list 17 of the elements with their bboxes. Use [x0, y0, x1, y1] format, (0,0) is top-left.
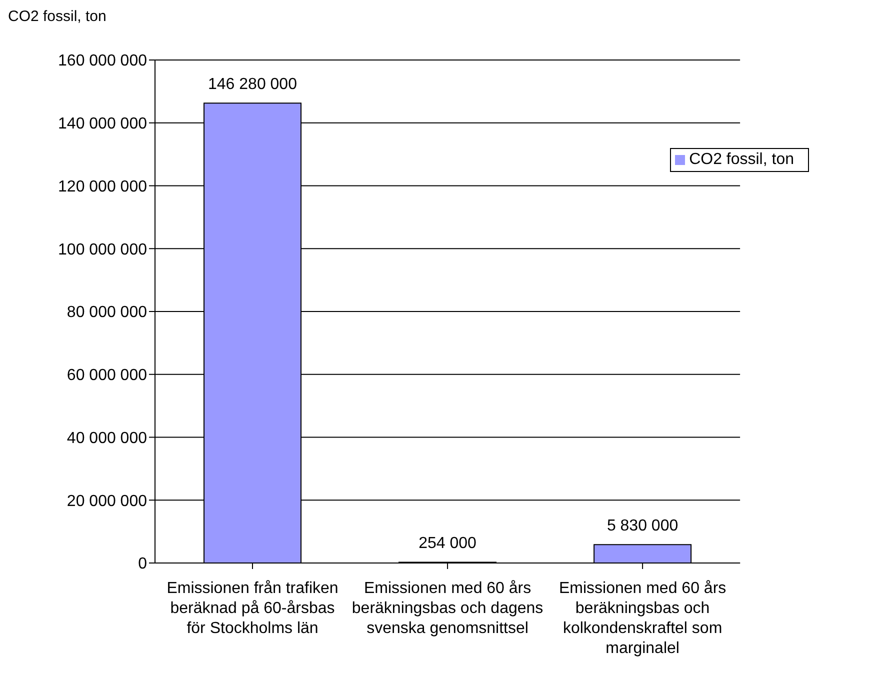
- y-axis-title: CO2 fossil, ton: [8, 8, 106, 25]
- y-tick-label: 140 000 000: [58, 116, 148, 133]
- y-tick-label: 60 000 000: [66, 367, 148, 384]
- y-tick-label: 160 000 000: [58, 52, 148, 70]
- y-tick-label: 120 000 000: [58, 178, 148, 196]
- legend-label: CO2 fossil, ton: [689, 151, 794, 168]
- data-label: 5 830 000: [606, 518, 678, 535]
- y-tick-label: 40 000 000: [66, 430, 148, 447]
- x-tick-label: Emissionen med 60 års beräkningsbas och kolkondenskraftel som marginalel: [558, 580, 726, 657]
- x-tick-label: Emissionen med 60 års beräkningsbas och dagens svenska genomsnittsel: [352, 580, 544, 637]
- data-label: 254 000: [418, 535, 477, 552]
- x-tick-label: Emissionen från trafiken beräknad på 60-årsbas för Stockholms län: [166, 580, 338, 637]
- y-tick-label: 20 000 000: [66, 492, 148, 510]
- y-tick-label: 0: [138, 556, 148, 573]
- data-label: 146 280 000: [208, 76, 298, 94]
- y-tick-label: 100 000 000: [58, 241, 148, 258]
- y-tick-label: 80 000 000: [66, 304, 148, 322]
